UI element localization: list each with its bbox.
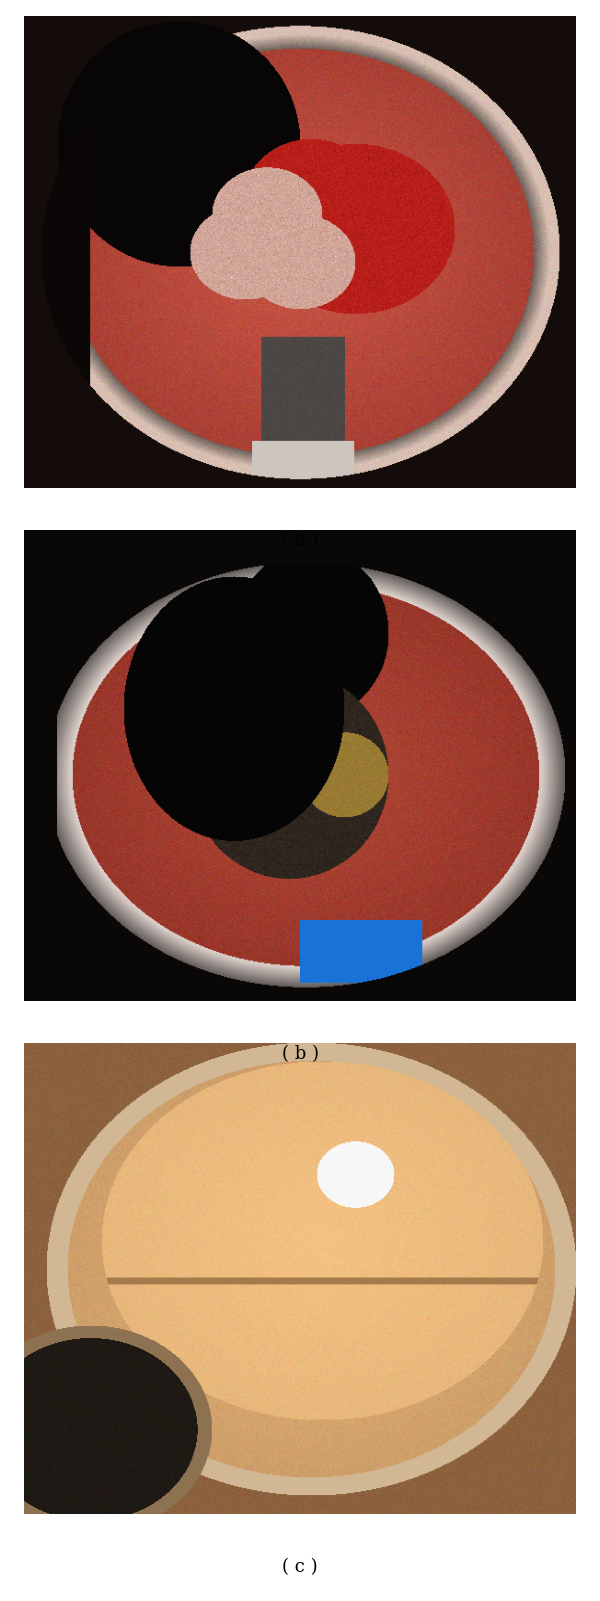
- Text: ( c ): ( c ): [282, 1558, 318, 1575]
- Text: ( b ): ( b ): [281, 1045, 319, 1063]
- Text: ( a ): ( a ): [282, 532, 318, 549]
